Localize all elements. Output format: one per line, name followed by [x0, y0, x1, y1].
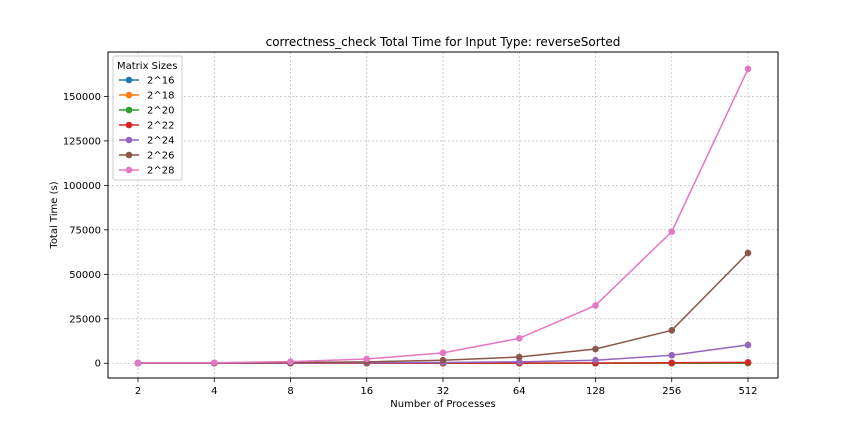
x-tick-label: 64 [513, 386, 526, 397]
y-axis-label: Total Time (s) [49, 181, 60, 249]
data-point-2-26 [440, 357, 447, 364]
legend-swatch-marker-2-22 [126, 122, 133, 129]
data-point-2-26 [668, 327, 675, 334]
data-point-2-28 [516, 335, 523, 342]
x-tick-label: 256 [662, 386, 681, 397]
data-point-2-26 [516, 354, 523, 361]
x-axis-label: Number of Processes [390, 399, 495, 410]
legend-label-2-20: 2^20 [147, 106, 174, 117]
data-point-2-22 [745, 359, 752, 366]
data-point-2-24 [668, 352, 675, 359]
legend-label-2-16: 2^16 [147, 76, 174, 87]
legend-label-2-22: 2^22 [147, 121, 174, 132]
data-point-2-28 [135, 360, 142, 367]
legend-label-2-26: 2^26 [147, 151, 174, 162]
data-point-2-28 [745, 66, 752, 73]
legend-swatch-marker-2-26 [126, 152, 133, 159]
y-tick-label: 50000 [69, 270, 101, 281]
legend-swatch-marker-2-16 [126, 77, 133, 84]
y-tick-label: 150000 [63, 92, 101, 103]
data-point-2-28 [287, 358, 294, 365]
x-tick-label: 512 [738, 386, 757, 397]
legend-swatch-marker-2-28 [126, 167, 133, 174]
data-point-2-26 [592, 346, 599, 353]
legend-title: Matrix Sizes [117, 61, 177, 72]
grid-layer [108, 52, 778, 378]
x-tick-label: 2 [135, 386, 141, 397]
x-tick-label: 8 [287, 386, 293, 397]
data-point-2-26 [745, 250, 752, 257]
x-tick-label: 128 [586, 386, 605, 397]
legend: Matrix Sizes 2^16 2^18 2^20 2^22 2^24 2^26 2^2… [113, 56, 182, 180]
legend-label-2-28: 2^28 [147, 166, 174, 177]
data-point-2-28 [668, 228, 675, 235]
data-point-2-24 [745, 342, 752, 349]
x-tick-label: 16 [360, 386, 373, 397]
data-point-2-28 [211, 359, 218, 366]
x-axis-ticks: 2 4 8 16 32 64 128 256 512 [135, 378, 758, 397]
y-tick-label: 75000 [69, 225, 101, 236]
y-tick-label: 100000 [63, 181, 101, 192]
data-point-2-28 [440, 350, 447, 357]
legend-swatch-marker-2-20 [126, 107, 133, 114]
data-point-2-28 [592, 302, 599, 309]
x-tick-label: 32 [437, 386, 450, 397]
y-tick-label: 0 [95, 359, 101, 370]
y-axis-ticks: 0 25000 50000 75000 100000 125000 150000 [63, 92, 108, 370]
data-point-2-28 [363, 356, 370, 363]
data-point-2-22 [668, 359, 675, 366]
y-tick-label: 25000 [69, 314, 101, 325]
legend-swatch-marker-2-24 [126, 137, 133, 144]
data-point-2-24 [592, 357, 599, 364]
y-tick-label: 125000 [63, 136, 101, 147]
chart-title: correctness_check Total Time for Input T… [266, 35, 621, 49]
legend-label-2-24: 2^24 [147, 136, 174, 147]
x-tick-label: 4 [211, 386, 217, 397]
legend-label-2-18: 2^18 [147, 91, 174, 102]
legend-swatch-marker-2-18 [126, 92, 133, 99]
